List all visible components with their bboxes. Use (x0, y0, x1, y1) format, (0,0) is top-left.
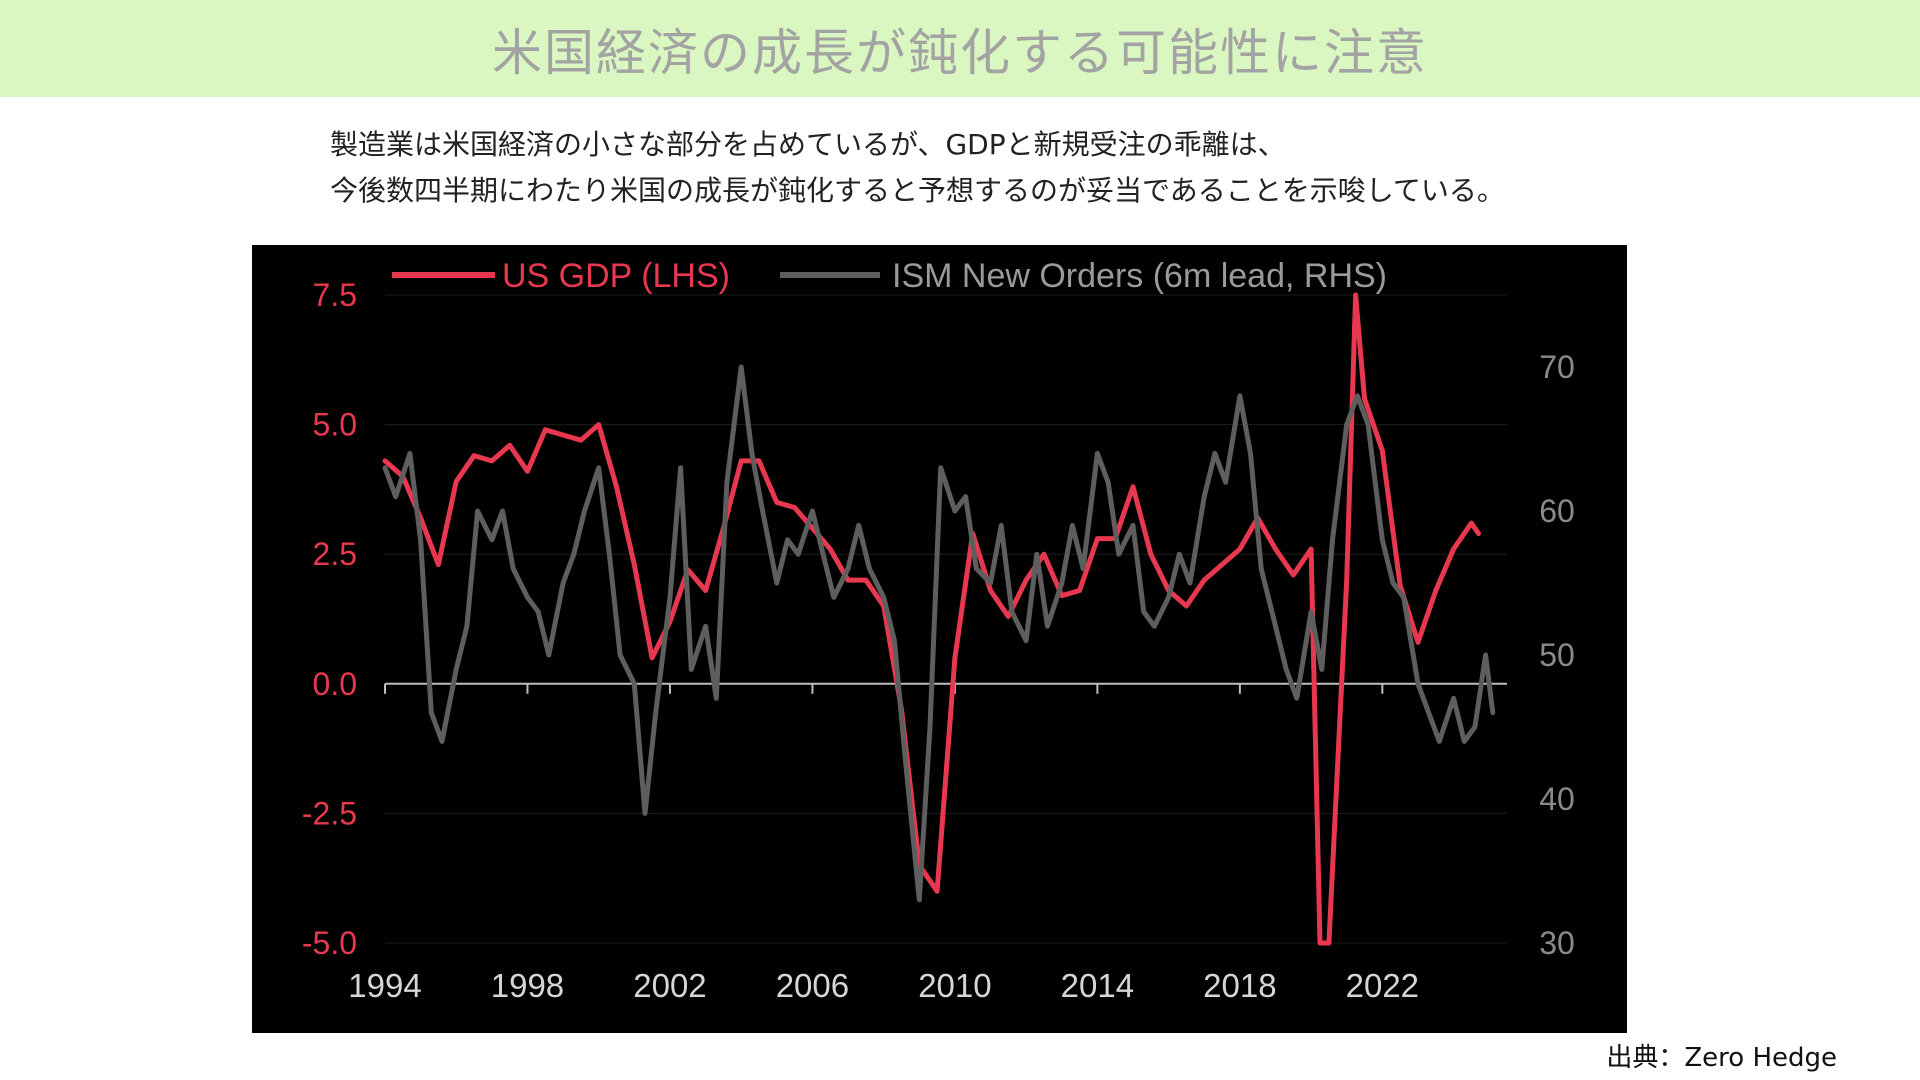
legend-gdp-label: US GDP (LHS) (502, 257, 730, 295)
description: 製造業は米国経済の小さな部分を占めているが、GDPと新規受注の乖離は、 今後数四… (330, 122, 1830, 214)
left-tick-label: -2.5 (302, 795, 357, 831)
legend-ism-label: ISM New Orders (6m lead, RHS) (892, 257, 1387, 295)
ism-series-line (382, 364, 1496, 903)
x-tick-label: 2022 (1346, 967, 1419, 1004)
right-tick-label: 60 (1539, 493, 1575, 529)
left-tick-label: 0.0 (313, 666, 357, 702)
right-tick-label: 40 (1539, 781, 1575, 817)
x-tick-label: 2006 (776, 967, 849, 1004)
left-tick-label: 5.0 (313, 407, 357, 443)
x-tick-label: 2014 (1061, 967, 1134, 1004)
x-tick-label: 1998 (491, 967, 564, 1004)
title-banner: 米国経済の成長が鈍化する可能性に注意 (0, 0, 1920, 97)
source-credit: 出典：Zero Hedge (1606, 1043, 1837, 1073)
description-line-2: 今後数四半期にわたり米国の成長が鈍化すると予想するのが妥当であることを示唆してい… (330, 174, 1505, 207)
gdp-series-line (382, 292, 1481, 946)
right-tick-label: 70 (1539, 349, 1575, 385)
x-tick-label: 2002 (633, 967, 706, 1004)
x-tick-label: 2010 (918, 967, 991, 1004)
chart-container: 7.5 5.0 2.5 0.0 -2.5 -5.0 70 60 50 40 30 1994 1998 20… (252, 245, 1627, 1033)
left-tick-label: 2.5 (313, 536, 357, 572)
right-tick-label: 50 (1539, 637, 1575, 673)
right-tick-label: 30 (1539, 925, 1575, 961)
gdp-ism-chart: 7.5 5.0 2.5 0.0 -2.5 -5.0 70 60 50 40 30 1994 1998 20… (302, 257, 1575, 1004)
x-tick-label: 1994 (348, 967, 421, 1004)
page-title: 米国経済の成長が鈍化する可能性に注意 (492, 23, 1428, 82)
description-line-1: 製造業は米国経済の小さな部分を占めているが、GDPと新規受注の乖離は、 (330, 128, 1286, 161)
x-tick-label: 2018 (1203, 967, 1276, 1004)
left-tick-label: -5.0 (302, 925, 357, 961)
left-tick-label: 7.5 (313, 277, 357, 313)
